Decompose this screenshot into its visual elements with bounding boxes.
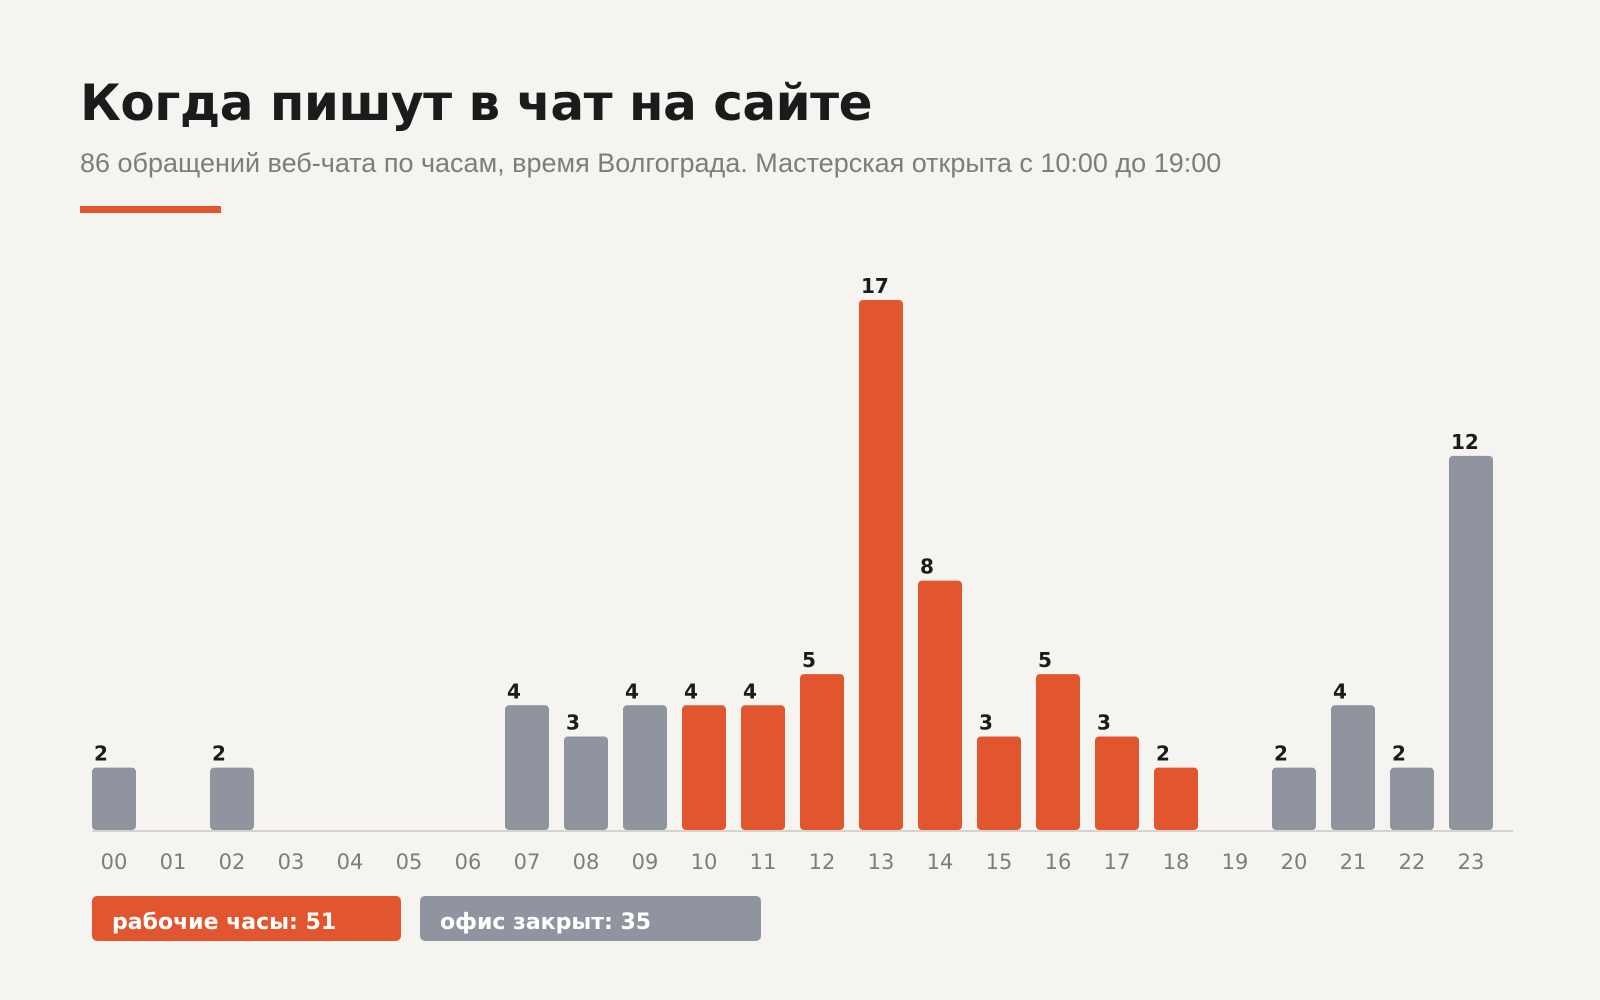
- bar-hour-12: [800, 674, 844, 830]
- data-label-hour-14: 8: [920, 555, 934, 579]
- bar-hour-11: [741, 705, 785, 830]
- tick-label-hour-16: 16: [1045, 850, 1072, 874]
- data-label-hour-18: 2: [1156, 742, 1170, 766]
- bar-hour-17: [1095, 736, 1139, 830]
- data-label-hour-17: 3: [1097, 710, 1111, 734]
- data-label-hour-21: 4: [1333, 679, 1347, 703]
- bar-hour-13: [859, 300, 903, 830]
- tick-label-hour-04: 04: [337, 850, 364, 874]
- chart-title: Когда пишут в чат на сайте: [80, 74, 873, 132]
- bar-hour-21: [1331, 705, 1375, 830]
- tick-label-hour-11: 11: [750, 850, 777, 874]
- bar-hour-00: [92, 767, 136, 830]
- tick-label-hour-15: 15: [986, 850, 1013, 874]
- tick-label-hour-18: 18: [1163, 850, 1190, 874]
- bar-hour-15: [977, 736, 1021, 830]
- tick-label-hour-03: 03: [278, 850, 305, 874]
- title-accent-line: [80, 206, 221, 213]
- tick-label-hour-09: 09: [632, 850, 659, 874]
- tick-label-hour-05: 05: [396, 850, 423, 874]
- bar-hour-18: [1154, 767, 1198, 830]
- tick-label-hour-00: 00: [101, 850, 128, 874]
- data-label-hour-15: 3: [979, 710, 993, 734]
- tick-label-hour-23: 23: [1458, 850, 1485, 874]
- data-label-hour-11: 4: [743, 679, 757, 703]
- legend-work-hours: рабочие часы: 51: [92, 896, 401, 941]
- data-label-hour-20: 2: [1274, 742, 1288, 766]
- bar-hour-23: [1449, 455, 1493, 830]
- tick-label-hour-14: 14: [927, 850, 954, 874]
- tick-label-hour-12: 12: [809, 850, 836, 874]
- tick-label-hour-08: 08: [573, 850, 600, 874]
- data-label-hour-12: 5: [802, 648, 816, 672]
- data-label-hour-09: 4: [625, 679, 639, 703]
- tick-label-hour-07: 07: [514, 850, 541, 874]
- tick-label-hour-06: 06: [455, 850, 482, 874]
- data-label-hour-22: 2: [1392, 742, 1406, 766]
- tick-label-hour-10: 10: [691, 850, 718, 874]
- tick-label-hour-21: 21: [1340, 850, 1367, 874]
- data-label-hour-02: 2: [212, 742, 226, 766]
- data-label-hour-08: 3: [566, 710, 580, 734]
- bar-hour-20: [1272, 767, 1316, 830]
- bar-hour-16: [1036, 674, 1080, 830]
- bar-hour-14: [918, 580, 962, 830]
- data-label-hour-10: 4: [684, 679, 698, 703]
- bar-hour-22: [1390, 767, 1434, 830]
- data-label-hour-00: 2: [94, 742, 108, 766]
- tick-label-hour-02: 02: [219, 850, 246, 874]
- data-label-hour-07: 4: [507, 679, 521, 703]
- data-label-hour-16: 5: [1038, 648, 1052, 672]
- bar-hour-07: [505, 705, 549, 830]
- tick-label-hour-01: 01: [160, 850, 187, 874]
- bar-hour-02: [210, 767, 254, 830]
- bar-hour-10: [682, 705, 726, 830]
- tick-label-hour-20: 20: [1281, 850, 1308, 874]
- bar-hour-09: [623, 705, 667, 830]
- tick-label-hour-22: 22: [1399, 850, 1426, 874]
- data-label-hour-13: 17: [861, 274, 889, 298]
- tick-label-hour-13: 13: [868, 850, 895, 874]
- legend-office-closed: офис закрыт: 35: [420, 896, 761, 941]
- tick-label-hour-19: 19: [1222, 850, 1249, 874]
- data-label-hour-23: 12: [1451, 430, 1479, 454]
- bar-hour-08: [564, 736, 608, 830]
- chart-subtitle: 86 обращений веб-чата по часам, время Во…: [80, 148, 1222, 178]
- tick-label-hour-17: 17: [1104, 850, 1131, 874]
